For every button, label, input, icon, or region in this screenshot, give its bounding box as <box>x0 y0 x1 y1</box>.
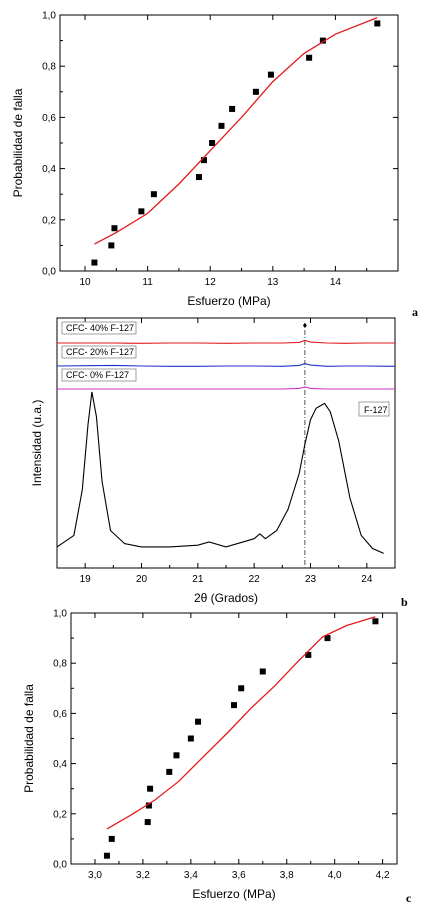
y-axis-title: Probabilidad de falla <box>22 684 36 793</box>
y-tick-label: 0,8 <box>42 62 56 73</box>
data-point <box>200 157 207 164</box>
series-label: CFC- 0% F-127 <box>66 370 129 380</box>
data-point <box>145 802 152 809</box>
data-point <box>195 718 202 725</box>
x-axis-title: 2θ (Grados) <box>194 591 258 605</box>
x-tick-label: 21 <box>192 574 204 585</box>
x-tick-label: 20 <box>136 574 148 585</box>
panel-letter: b <box>401 595 408 609</box>
y-tick-label: 0,6 <box>53 709 67 720</box>
x-tick-label: 12 <box>205 277 217 288</box>
y-tick-label: 0,4 <box>42 164 56 175</box>
series-label: F-127 <box>364 405 388 415</box>
chart-panel-b: 19 20 21 22 23 24 2θ (Grados) b Intensidad (u.a.… <box>30 317 408 609</box>
legend-box <box>358 401 390 417</box>
data-point <box>91 259 98 266</box>
data-point <box>103 852 110 859</box>
data-point <box>305 651 312 658</box>
y-tick-label: 1,0 <box>53 609 67 620</box>
fit-curve <box>106 616 376 830</box>
data-point <box>150 191 157 198</box>
data-point <box>147 785 154 792</box>
data-point <box>144 819 151 826</box>
x-tick-label: 19 <box>80 574 92 585</box>
fit-curve <box>94 16 378 245</box>
y-tick-label: 0,6 <box>42 113 56 124</box>
data-point <box>229 105 236 112</box>
x-tick-label: 22 <box>249 574 261 585</box>
data-point <box>306 54 313 61</box>
data-point <box>209 140 216 146</box>
y-tick-label: 0,8 <box>53 659 67 670</box>
data-point <box>108 835 115 842</box>
x-tick-label: 24 <box>361 574 373 585</box>
series-line <box>56 391 384 554</box>
data-point <box>111 225 118 232</box>
y-axis-title: Probabilidad de falla <box>11 88 25 197</box>
y-tick-label: 0,0 <box>53 860 67 871</box>
series-label: CFC- 20% F-127 <box>66 347 134 357</box>
x-tick-label: 23 <box>305 574 317 585</box>
y-tick-label: 0,4 <box>53 759 67 770</box>
series-line <box>56 363 396 367</box>
data-point <box>187 735 194 742</box>
x-axis-title: Esfuerzo (MPa) <box>187 294 270 308</box>
data-point <box>267 71 274 78</box>
x-tick-label: 3,6 <box>232 870 246 881</box>
diamond-marker: ♦ <box>303 320 308 330</box>
x-tick-label: 10 <box>79 277 91 288</box>
chart-panel-c: 3,0 3,2 3,4 3,6 3,8 4,0 4,2 Esfuerzo (MPa) c Prob… <box>22 609 412 906</box>
series-line <box>57 339 395 344</box>
legend-box <box>61 321 137 335</box>
data-point <box>231 702 237 709</box>
data-point <box>195 174 202 181</box>
x-tick-label: 4,2 <box>376 870 390 881</box>
data-point <box>259 668 266 675</box>
data-point <box>374 20 381 27</box>
series-label: CFC- 40% F-127 <box>66 323 134 333</box>
y-tick-label: 1,0 <box>42 11 56 22</box>
panel-letter: a <box>412 305 418 319</box>
y-tick-label: 0,0 <box>42 267 56 278</box>
x-tick-label: 3,8 <box>280 870 294 881</box>
y-tick-label: 0,2 <box>42 215 56 226</box>
x-tick-label: 13 <box>267 277 279 288</box>
x-tick-label: 3,0 <box>88 870 102 881</box>
x-tick-label: 3,2 <box>136 870 150 881</box>
data-point <box>173 752 180 759</box>
x-tick-label: 14 <box>330 277 342 288</box>
data-point <box>166 768 173 775</box>
plot-frame <box>59 14 399 272</box>
data-point <box>372 618 379 625</box>
plot-frame <box>70 612 398 865</box>
data-point <box>138 208 145 215</box>
x-axis-title: Esfuerzo (MPa) <box>192 887 275 901</box>
data-point <box>108 242 115 249</box>
y-tick-label: 0,2 <box>53 809 67 820</box>
legend-box <box>61 368 137 382</box>
panel-letter: c <box>406 891 412 905</box>
x-tick-label: 4,0 <box>328 870 342 881</box>
x-tick-label: 11 <box>142 277 153 288</box>
data-point <box>218 122 225 129</box>
y-axis-title: Intensidad (u.a.) <box>30 400 44 487</box>
data-point <box>238 685 245 692</box>
legend-box <box>61 345 137 359</box>
chart-panel-a: 10 11 12 13 14 Esfuerzo (MPa) a Probabilidad de… <box>11 11 418 320</box>
x-tick-label: 3,4 <box>184 870 198 881</box>
data-point <box>324 635 331 642</box>
series-line <box>57 386 395 390</box>
data-point <box>319 37 326 44</box>
data-point <box>252 88 259 95</box>
